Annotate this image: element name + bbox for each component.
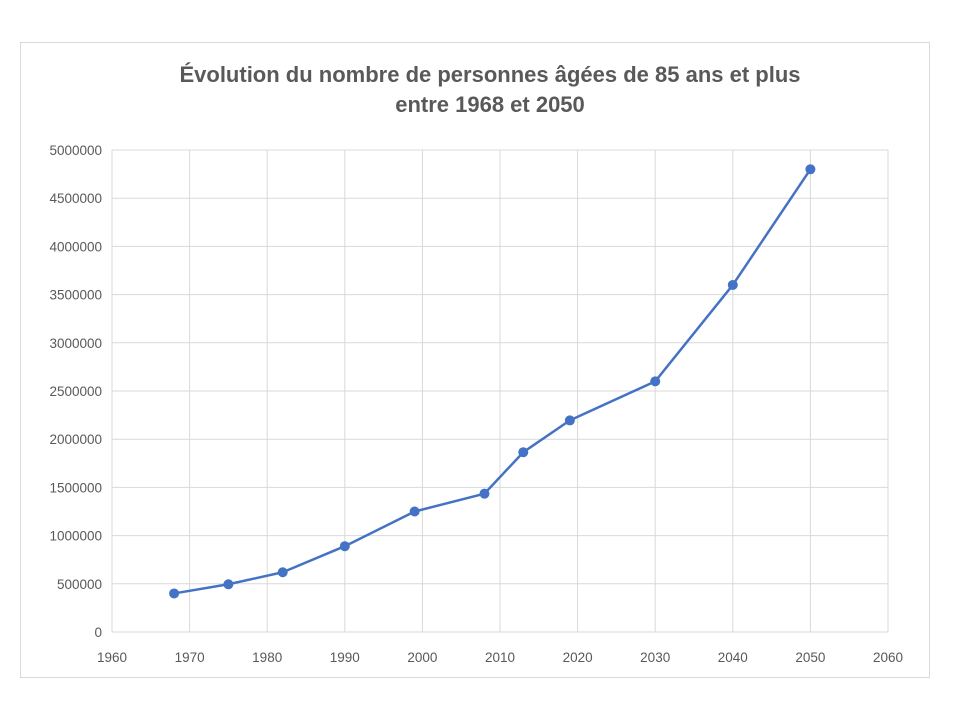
y-tick-label: 4000000 [49,239,102,254]
y-tick-label: 3500000 [49,288,102,303]
x-tick-label: 1990 [330,650,360,665]
x-tick-label: 2030 [640,650,670,665]
chart-title: Évolution du nombre de personnes âgées d… [0,60,980,120]
y-tick-label: 1500000 [49,480,102,495]
data-point [727,279,738,290]
x-tick-label: 2010 [485,650,515,665]
data-point [409,506,420,517]
data-point [564,415,575,426]
data-point [223,579,234,590]
chart-area [20,42,930,678]
x-tick-label: 1970 [175,650,205,665]
y-tick-label: 4500000 [49,191,102,206]
data-point [650,376,661,387]
y-tick-label: 1000000 [49,529,102,544]
x-tick-label: 1960 [97,650,127,665]
y-tick-label: 5000000 [49,143,102,158]
y-tick-label: 2000000 [49,432,102,447]
data-point [339,541,350,552]
series-line [173,168,812,595]
y-tick-label: 0 [94,625,102,640]
data-point [479,488,490,499]
x-tick-label: 2050 [795,650,825,665]
chart-title-line-1: Évolution du nombre de personnes âgées d… [179,62,801,87]
x-tick-label: 2000 [407,650,437,665]
x-tick-label: 2040 [718,650,748,665]
x-tick-label: 2060 [873,650,903,665]
data-point [277,567,288,578]
data-point [805,164,816,175]
x-tick-label: 1980 [252,650,282,665]
chart-title-line-2: entre 1968 et 2050 [395,92,585,117]
y-tick-label: 3000000 [49,336,102,351]
y-tick-label: 2500000 [49,384,102,399]
x-tick-label: 2020 [563,650,593,665]
data-point [518,447,529,458]
data-point [169,588,180,599]
y-tick-label: 500000 [57,577,102,592]
